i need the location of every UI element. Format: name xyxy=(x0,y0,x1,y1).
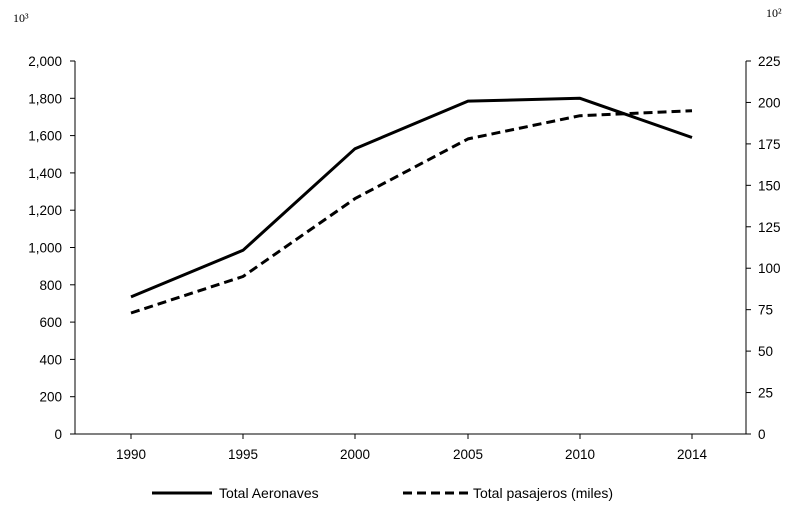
right-tick-label: 75 xyxy=(758,303,773,318)
right-tick-label: 200 xyxy=(758,95,781,110)
series-layer xyxy=(130,96,693,315)
left-tick-label: 1,200 xyxy=(28,203,62,218)
series-line-total-pasajeros-miles xyxy=(130,109,693,315)
right-tick-label: 0 xyxy=(758,427,766,442)
x-tick-label: 2000 xyxy=(340,447,370,462)
right-axis-unit-label: 10² xyxy=(766,6,782,20)
x-tick-label: 1995 xyxy=(228,447,258,462)
right-tick-label: 125 xyxy=(758,220,781,235)
right-tick-label: 50 xyxy=(758,344,773,359)
left-tick-label: 1,800 xyxy=(28,91,62,106)
x-tick-label: 2005 xyxy=(453,447,483,462)
left-tick-label: 200 xyxy=(39,390,62,405)
left-tick-label: 1,000 xyxy=(28,241,62,256)
left-tick-label: 0 xyxy=(54,427,62,442)
left-tick-label: 1,400 xyxy=(28,166,62,181)
x-tick-label: 2010 xyxy=(565,447,595,462)
left-tick-label: 800 xyxy=(39,278,62,293)
left-tick-label: 600 xyxy=(39,315,62,330)
right-tick-label: 150 xyxy=(758,178,781,193)
left-tick-label: 2,000 xyxy=(28,54,62,69)
right-axis-ticks: 0 25 50 75 100 125 150 175 200 225 xyxy=(746,54,781,442)
right-tick-label: 25 xyxy=(758,386,773,401)
legend: Total Aeronaves Total pasajeros (miles) xyxy=(152,485,613,501)
left-tick-label: 1,600 xyxy=(28,129,62,144)
right-tick-label: 225 xyxy=(758,54,781,69)
legend-label-total-aeronaves: Total Aeronaves xyxy=(219,485,319,501)
x-axis-ticks: 1990 1995 2000 2005 2010 2014 xyxy=(116,434,708,462)
left-axis-unit-label: 10³ xyxy=(13,11,29,25)
legend-label-total-pasajeros: Total pasajeros (miles) xyxy=(473,485,613,501)
left-axis-ticks: 0 200 400 600 800 1,000 1,200 1,400 1,600 1,800 2,… xyxy=(28,54,75,442)
left-tick-label: 400 xyxy=(39,352,62,367)
x-tick-label: 1990 xyxy=(116,447,146,462)
series-line-total-aeronaves xyxy=(130,96,693,299)
x-tick-label: 2014 xyxy=(677,447,708,462)
right-tick-label: 100 xyxy=(758,261,781,276)
right-tick-label: 175 xyxy=(758,137,781,152)
